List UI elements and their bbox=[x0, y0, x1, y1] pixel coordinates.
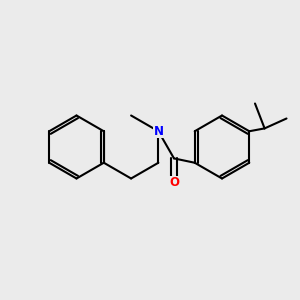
Text: N: N bbox=[153, 125, 164, 138]
Text: O: O bbox=[169, 176, 179, 190]
